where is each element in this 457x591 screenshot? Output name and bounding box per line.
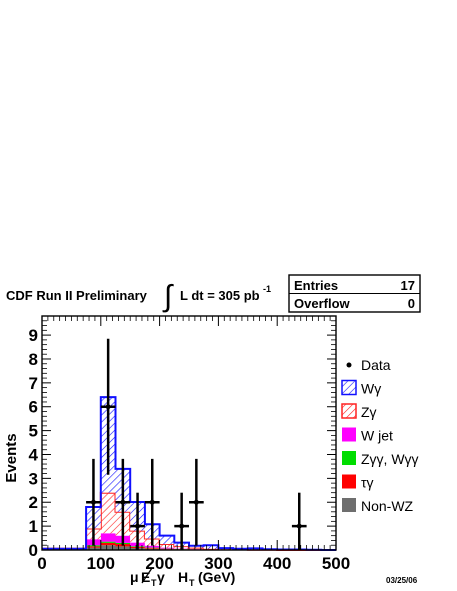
data-point-1 xyxy=(105,404,111,410)
legend-swatch-4 xyxy=(342,451,356,465)
legend-label-0: Data xyxy=(361,357,391,373)
legend-label-5: τγ xyxy=(361,475,374,491)
y-tick-label-5: 5 xyxy=(29,422,38,441)
bar-3-4 xyxy=(100,533,116,542)
data-points xyxy=(86,338,307,550)
legend-swatch-6 xyxy=(342,498,356,512)
x-label-met-slash xyxy=(141,567,153,584)
x-tick-label-3: 300 xyxy=(204,554,232,573)
title-lumi: L dt = 305 pb xyxy=(180,288,260,303)
integral-symbol: ∫ xyxy=(162,280,174,313)
bar-1-4 xyxy=(100,542,116,546)
data-point-2 xyxy=(120,499,126,505)
y-tick-label-8: 8 xyxy=(29,350,38,369)
x-axis-label: μ E T γ H T (GeV) xyxy=(130,567,235,588)
y-tick-label-4: 4 xyxy=(29,445,39,464)
x-label-ht: H xyxy=(178,569,188,585)
bar-4-8 xyxy=(159,544,175,548)
data-point-3 xyxy=(135,523,141,529)
data-point-4 xyxy=(149,499,155,505)
legend: Data Wγ Zγ W jet Zγγ, Wγγ τγ Non-WZ xyxy=(341,357,419,514)
x-label-mu: μ xyxy=(130,569,139,585)
bar-5-8 xyxy=(159,535,175,545)
legend-swatch-3 xyxy=(342,427,356,442)
x-label-met-sub: T xyxy=(151,578,157,588)
legend-label-1: Wγ xyxy=(361,381,381,397)
legend-label-4: Zγγ, Wγγ xyxy=(361,451,419,467)
legend-swatch-1 xyxy=(341,379,357,396)
y-tick-label-7: 7 xyxy=(29,374,38,393)
legend-swatch-5 xyxy=(342,474,356,489)
data-point-6 xyxy=(193,499,199,505)
x-tick-label-2: 200 xyxy=(145,554,173,573)
legend-swatch-2 xyxy=(341,403,357,419)
x-axis-ticks: 0 100 200 300 400 500 xyxy=(37,316,350,573)
chart-title: CDF Run II Preliminary ∫ L dt = 305 pb -… xyxy=(6,280,271,313)
data-point-0 xyxy=(90,499,96,505)
y-tick-label-3: 3 xyxy=(29,469,38,488)
y-tick-label-9: 9 xyxy=(29,326,38,345)
title-lumi-exponent: -1 xyxy=(263,284,271,294)
bar-5-11 xyxy=(203,545,219,549)
x-tick-label-1: 100 xyxy=(87,554,115,573)
stats-box: Entries 17 Overflow 0 xyxy=(288,274,421,313)
bar-0-5 xyxy=(115,546,131,550)
x-label-unit: (GeV) xyxy=(198,569,235,585)
data-point-7 xyxy=(296,523,302,529)
legend-label-2: Zγ xyxy=(361,404,377,420)
data-point-5 xyxy=(179,523,185,529)
bar-1-7 xyxy=(144,548,160,549)
y-tick-label-6: 6 xyxy=(29,398,38,417)
x-tick-label-5: 500 xyxy=(322,554,350,573)
x-tick-label-0: 0 xyxy=(37,554,46,573)
bar-0-4 xyxy=(100,545,116,550)
bar-0-3 xyxy=(86,547,101,550)
bar-3-8 xyxy=(159,547,175,549)
overflow-value: 0 xyxy=(408,296,415,311)
bar-2-3 xyxy=(86,545,101,547)
bar-4-4 xyxy=(100,492,116,534)
legend-marker-data xyxy=(346,362,352,368)
y-tick-label-2: 2 xyxy=(29,493,38,512)
y-axis-label: Events xyxy=(3,433,20,482)
legend-label-3: W jet xyxy=(361,428,393,444)
overflow-label: Overflow xyxy=(294,296,351,311)
entries-value: 17 xyxy=(401,278,415,293)
x-label-ht-sub: T xyxy=(189,578,195,588)
legend-label-6: Non-WZ xyxy=(361,498,414,514)
date-stamp: 03/25/06 xyxy=(386,576,418,585)
bar-3-7 xyxy=(144,545,160,548)
bar-1-3 xyxy=(86,546,101,548)
bar-2-4 xyxy=(100,541,116,543)
y-tick-label-0: 0 xyxy=(29,541,38,560)
y-axis-ticks: 0 1 2 3 4 5 6 7 8 9 xyxy=(29,315,336,560)
x-tick-label-4: 400 xyxy=(263,554,291,573)
entries-label: Entries xyxy=(294,278,338,293)
x-label-gamma: γ xyxy=(157,569,165,585)
y-tick-label-1: 1 xyxy=(29,517,38,536)
title-prefix: CDF Run II Preliminary xyxy=(6,288,148,303)
